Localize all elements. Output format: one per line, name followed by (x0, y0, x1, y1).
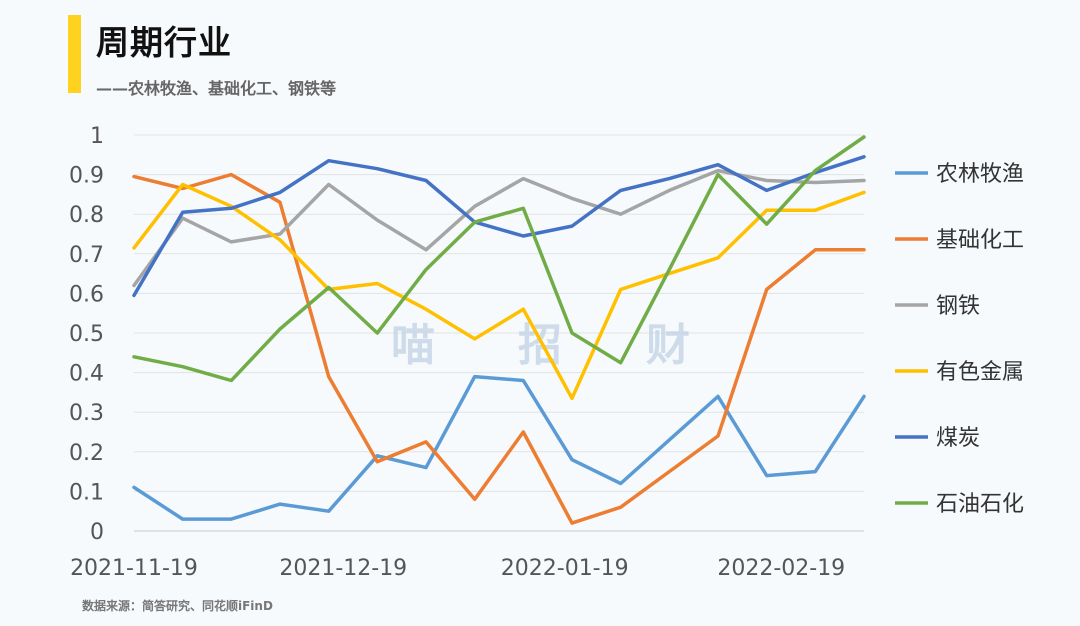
legend-label: 石油石化 (936, 492, 1024, 517)
series-line-1 (132, 374, 866, 521)
x-axis-ticks: 2021-11-19 2021-12-19 2022-01-19 2022-02-19 (70, 556, 845, 581)
data-source-note: 数据来源：简答研究、同花顺iFinD (82, 599, 273, 613)
title-accent-bar (68, 15, 81, 93)
y-tick-label: 0.5 (69, 322, 104, 347)
y-tick-label: 0.9 (69, 164, 104, 189)
watermark: 喵招财 (391, 320, 690, 371)
x-tick-label: 2022-01-19 (501, 556, 629, 581)
series-line-2 (132, 172, 866, 525)
y-tick-label: 0.1 (69, 480, 104, 505)
watermark-char: 财 (646, 320, 690, 371)
y-tick-label: 0.7 (69, 243, 104, 268)
y-tick-label: 0.2 (69, 441, 104, 466)
y-axis-ticks: 0 0.1 0.2 0.3 0.4 0.5 0.6 0.7 0.8 0.9 1 (69, 124, 104, 545)
x-tick-label: 2021-12-19 (279, 556, 407, 581)
grid-lines (134, 134, 864, 532)
y-tick-label: 1 (90, 124, 104, 149)
watermark-char: 喵 (391, 320, 435, 371)
series-lines (132, 135, 866, 525)
y-tick-label: 0.4 (69, 362, 104, 387)
y-tick-label: 0.6 (69, 282, 104, 307)
watermark-char: 招 (518, 320, 562, 371)
y-tick-label: 0.8 (69, 203, 104, 228)
series-line-5 (132, 155, 866, 298)
legend-label: 钢铁 (936, 294, 980, 319)
series-line-6 (132, 135, 866, 383)
legend-label: 煤炭 (936, 426, 980, 451)
legend-label: 基础化工 (936, 228, 1024, 253)
page-title: 周期行业 (96, 23, 232, 62)
legend-label: 农林牧渔 (936, 162, 1024, 187)
y-tick-label: 0 (90, 520, 104, 545)
page-subtitle: ——农林牧渔、基础化工、钢铁等 (96, 79, 337, 98)
series-line-3 (132, 168, 866, 288)
legend-label: 有色金属 (936, 360, 1024, 385)
x-tick-label: 2021-11-19 (70, 556, 198, 581)
series-line-4 (132, 182, 866, 401)
x-tick-label: 2022-02-19 (717, 556, 845, 581)
y-tick-label: 0.3 (69, 401, 104, 426)
